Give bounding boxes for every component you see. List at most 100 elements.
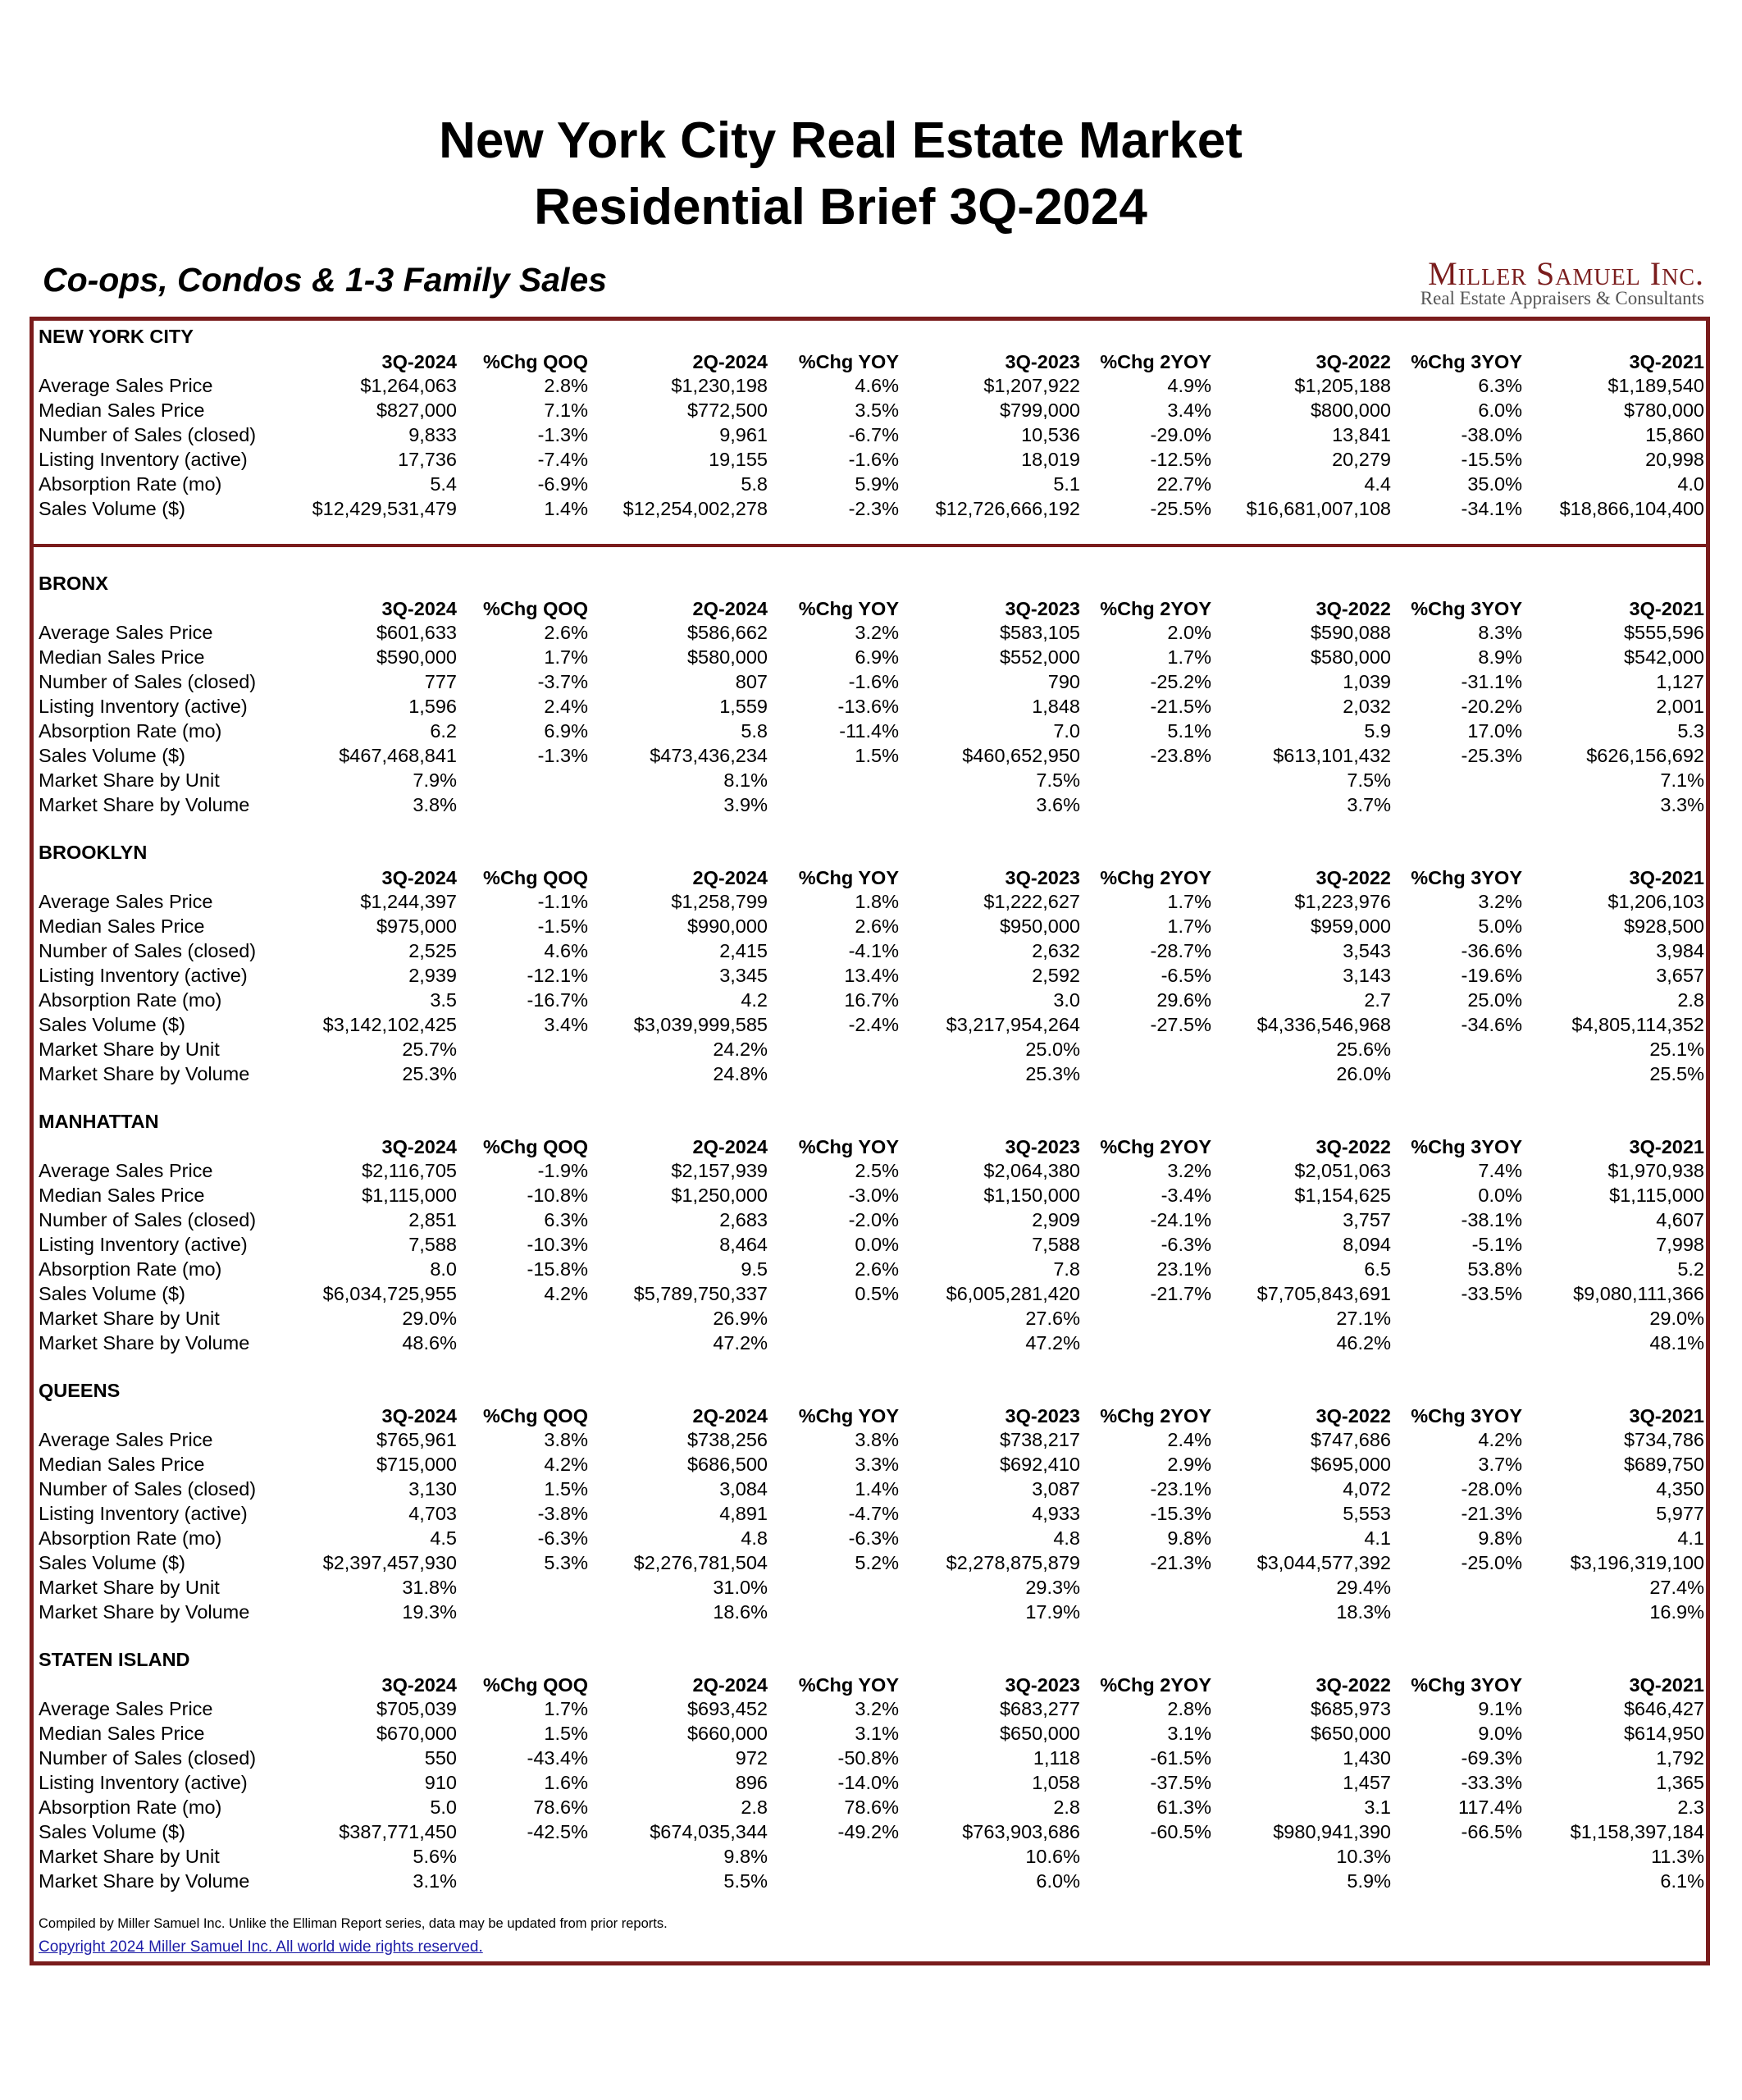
cell-value: 2.6%	[855, 1258, 899, 1280]
cell-value: 25.1%	[1649, 1039, 1704, 1060]
cell-value: $467,468,841	[339, 745, 457, 766]
cell-value: -13.6%	[837, 696, 899, 717]
cell-value: $12,726,666,192	[935, 498, 1080, 519]
cell-value: 1.7%	[544, 1698, 588, 1719]
cell-value: 15,860	[1645, 424, 1704, 445]
cell-value: -28.0%	[1461, 1478, 1522, 1500]
cell-value: $601,633	[376, 622, 457, 643]
cell-value: 7.8	[1053, 1258, 1080, 1280]
cell-value: $747,686	[1310, 1429, 1391, 1450]
cell-value: 910	[424, 1772, 457, 1793]
cell-value: $586,662	[686, 622, 768, 643]
cell-value: 2.4%	[1167, 1429, 1211, 1450]
cell-value: 5.9%	[855, 473, 899, 495]
cell-value: 2,032	[1343, 696, 1391, 717]
cell-value: -38.0%	[1461, 424, 1522, 445]
row-label: Market Share by Unit	[39, 1039, 220, 1060]
cell-value: $626,156,692	[1586, 745, 1704, 766]
column-header: 3Q-2024	[381, 351, 457, 372]
cell-value: 4.2%	[544, 1454, 588, 1475]
column-header: 3Q-2022	[1316, 867, 1391, 888]
cell-value: 3.3%	[855, 1454, 899, 1475]
cell-value: 1,596	[408, 696, 457, 717]
cell-value: 1,127	[1656, 671, 1704, 692]
cell-value: $583,105	[999, 622, 1080, 643]
row-label: Market Share by Unit	[39, 1577, 220, 1598]
cell-value: 25.5%	[1649, 1063, 1704, 1084]
cell-value: 972	[735, 1747, 768, 1769]
column-header: %Chg 3YOY	[1411, 598, 1522, 619]
column-header: %Chg 2YOY	[1100, 351, 1211, 372]
cell-value: 7,588	[408, 1234, 457, 1255]
copyright-link[interactable]: Copyright 2024 Miller Samuel Inc. All wo…	[39, 1938, 483, 1956]
cell-value: 4.1	[1677, 1527, 1704, 1549]
cell-value: 1,058	[1032, 1772, 1080, 1793]
cell-value: $1,250,000	[671, 1185, 768, 1206]
column-header: 3Q-2022	[1316, 1405, 1391, 1427]
cell-value: 27.1%	[1336, 1308, 1391, 1329]
cell-value: 5.8	[741, 720, 768, 742]
row-label: Market Share by Volume	[39, 1332, 250, 1354]
cell-value: $580,000	[686, 646, 768, 668]
cell-value: -3.7%	[537, 671, 588, 692]
cell-value: 4.6%	[544, 940, 588, 961]
cell-value: 3.7%	[1478, 1454, 1522, 1475]
cell-value: -24.1%	[1150, 1209, 1211, 1230]
row-label: Market Share by Unit	[39, 1308, 220, 1329]
column-header: 3Q-2021	[1629, 1136, 1704, 1157]
cell-value: 4,933	[1032, 1503, 1080, 1524]
cell-value: $734,786	[1623, 1429, 1704, 1450]
cell-value: $2,157,939	[671, 1160, 768, 1181]
cell-value: 2,851	[408, 1209, 457, 1230]
cell-value: 5.0	[430, 1796, 457, 1818]
cell-value: $4,336,546,968	[1256, 1014, 1391, 1035]
cell-value: 1.6%	[544, 1772, 588, 1793]
cell-value: $1,244,397	[360, 891, 457, 912]
cell-value: 6.5	[1364, 1258, 1391, 1280]
cell-value: 3.3%	[1660, 794, 1704, 815]
cell-value: $473,436,234	[650, 745, 768, 766]
cell-value: 17.9%	[1025, 1601, 1080, 1623]
cell-value: 6.1%	[1660, 1870, 1704, 1892]
cell-value: -10.3%	[527, 1234, 588, 1255]
cell-value: 9.8%	[1167, 1527, 1211, 1549]
cell-value: -1.9%	[537, 1160, 588, 1181]
column-header: %Chg YOY	[798, 351, 899, 372]
column-header: 3Q-2022	[1316, 351, 1391, 372]
cell-value: $780,000	[1623, 399, 1704, 421]
cell-value: 2.6%	[855, 915, 899, 937]
cell-value: -29.0%	[1150, 424, 1211, 445]
cell-value: 2.3	[1677, 1796, 1704, 1818]
cell-value: 5.2%	[855, 1552, 899, 1573]
row-label: Average Sales Price	[39, 891, 213, 912]
cell-value: -21.7%	[1150, 1283, 1211, 1304]
cell-value: 18.6%	[713, 1601, 768, 1623]
column-header: %Chg YOY	[798, 867, 899, 888]
cell-value: 3.4%	[1167, 399, 1211, 421]
cell-value: $6,034,725,955	[322, 1283, 457, 1304]
row-label: Median Sales Price	[39, 399, 205, 421]
cell-value: -15.3%	[1150, 1503, 1211, 1524]
cell-value: 1.5%	[544, 1723, 588, 1744]
cell-value: 3.1%	[855, 1723, 899, 1744]
row-label: Market Share by Volume	[39, 794, 250, 815]
cell-value: -10.8%	[527, 1185, 588, 1206]
cell-value: $772,500	[686, 399, 768, 421]
cell-value: 4.6%	[855, 375, 899, 396]
cell-value: $542,000	[1623, 646, 1704, 668]
row-label: Median Sales Price	[39, 915, 205, 937]
column-header: 2Q-2024	[692, 867, 768, 888]
cell-value: 2,592	[1032, 965, 1080, 986]
cell-value: 3,984	[1656, 940, 1704, 961]
cell-value: $590,000	[376, 646, 457, 668]
cell-value: $2,051,063	[1294, 1160, 1391, 1181]
row-label: Absorption Rate (mo)	[39, 1796, 222, 1818]
cell-value: 2,415	[719, 940, 768, 961]
cell-value: -60.5%	[1150, 1821, 1211, 1842]
cell-value: 3.8%	[413, 794, 457, 815]
column-header: 3Q-2024	[381, 867, 457, 888]
cell-value: $1,970,938	[1607, 1160, 1704, 1181]
cell-value: 7.4%	[1478, 1160, 1522, 1181]
cell-value: -1.6%	[848, 449, 899, 470]
cell-value: 4.9%	[1167, 375, 1211, 396]
